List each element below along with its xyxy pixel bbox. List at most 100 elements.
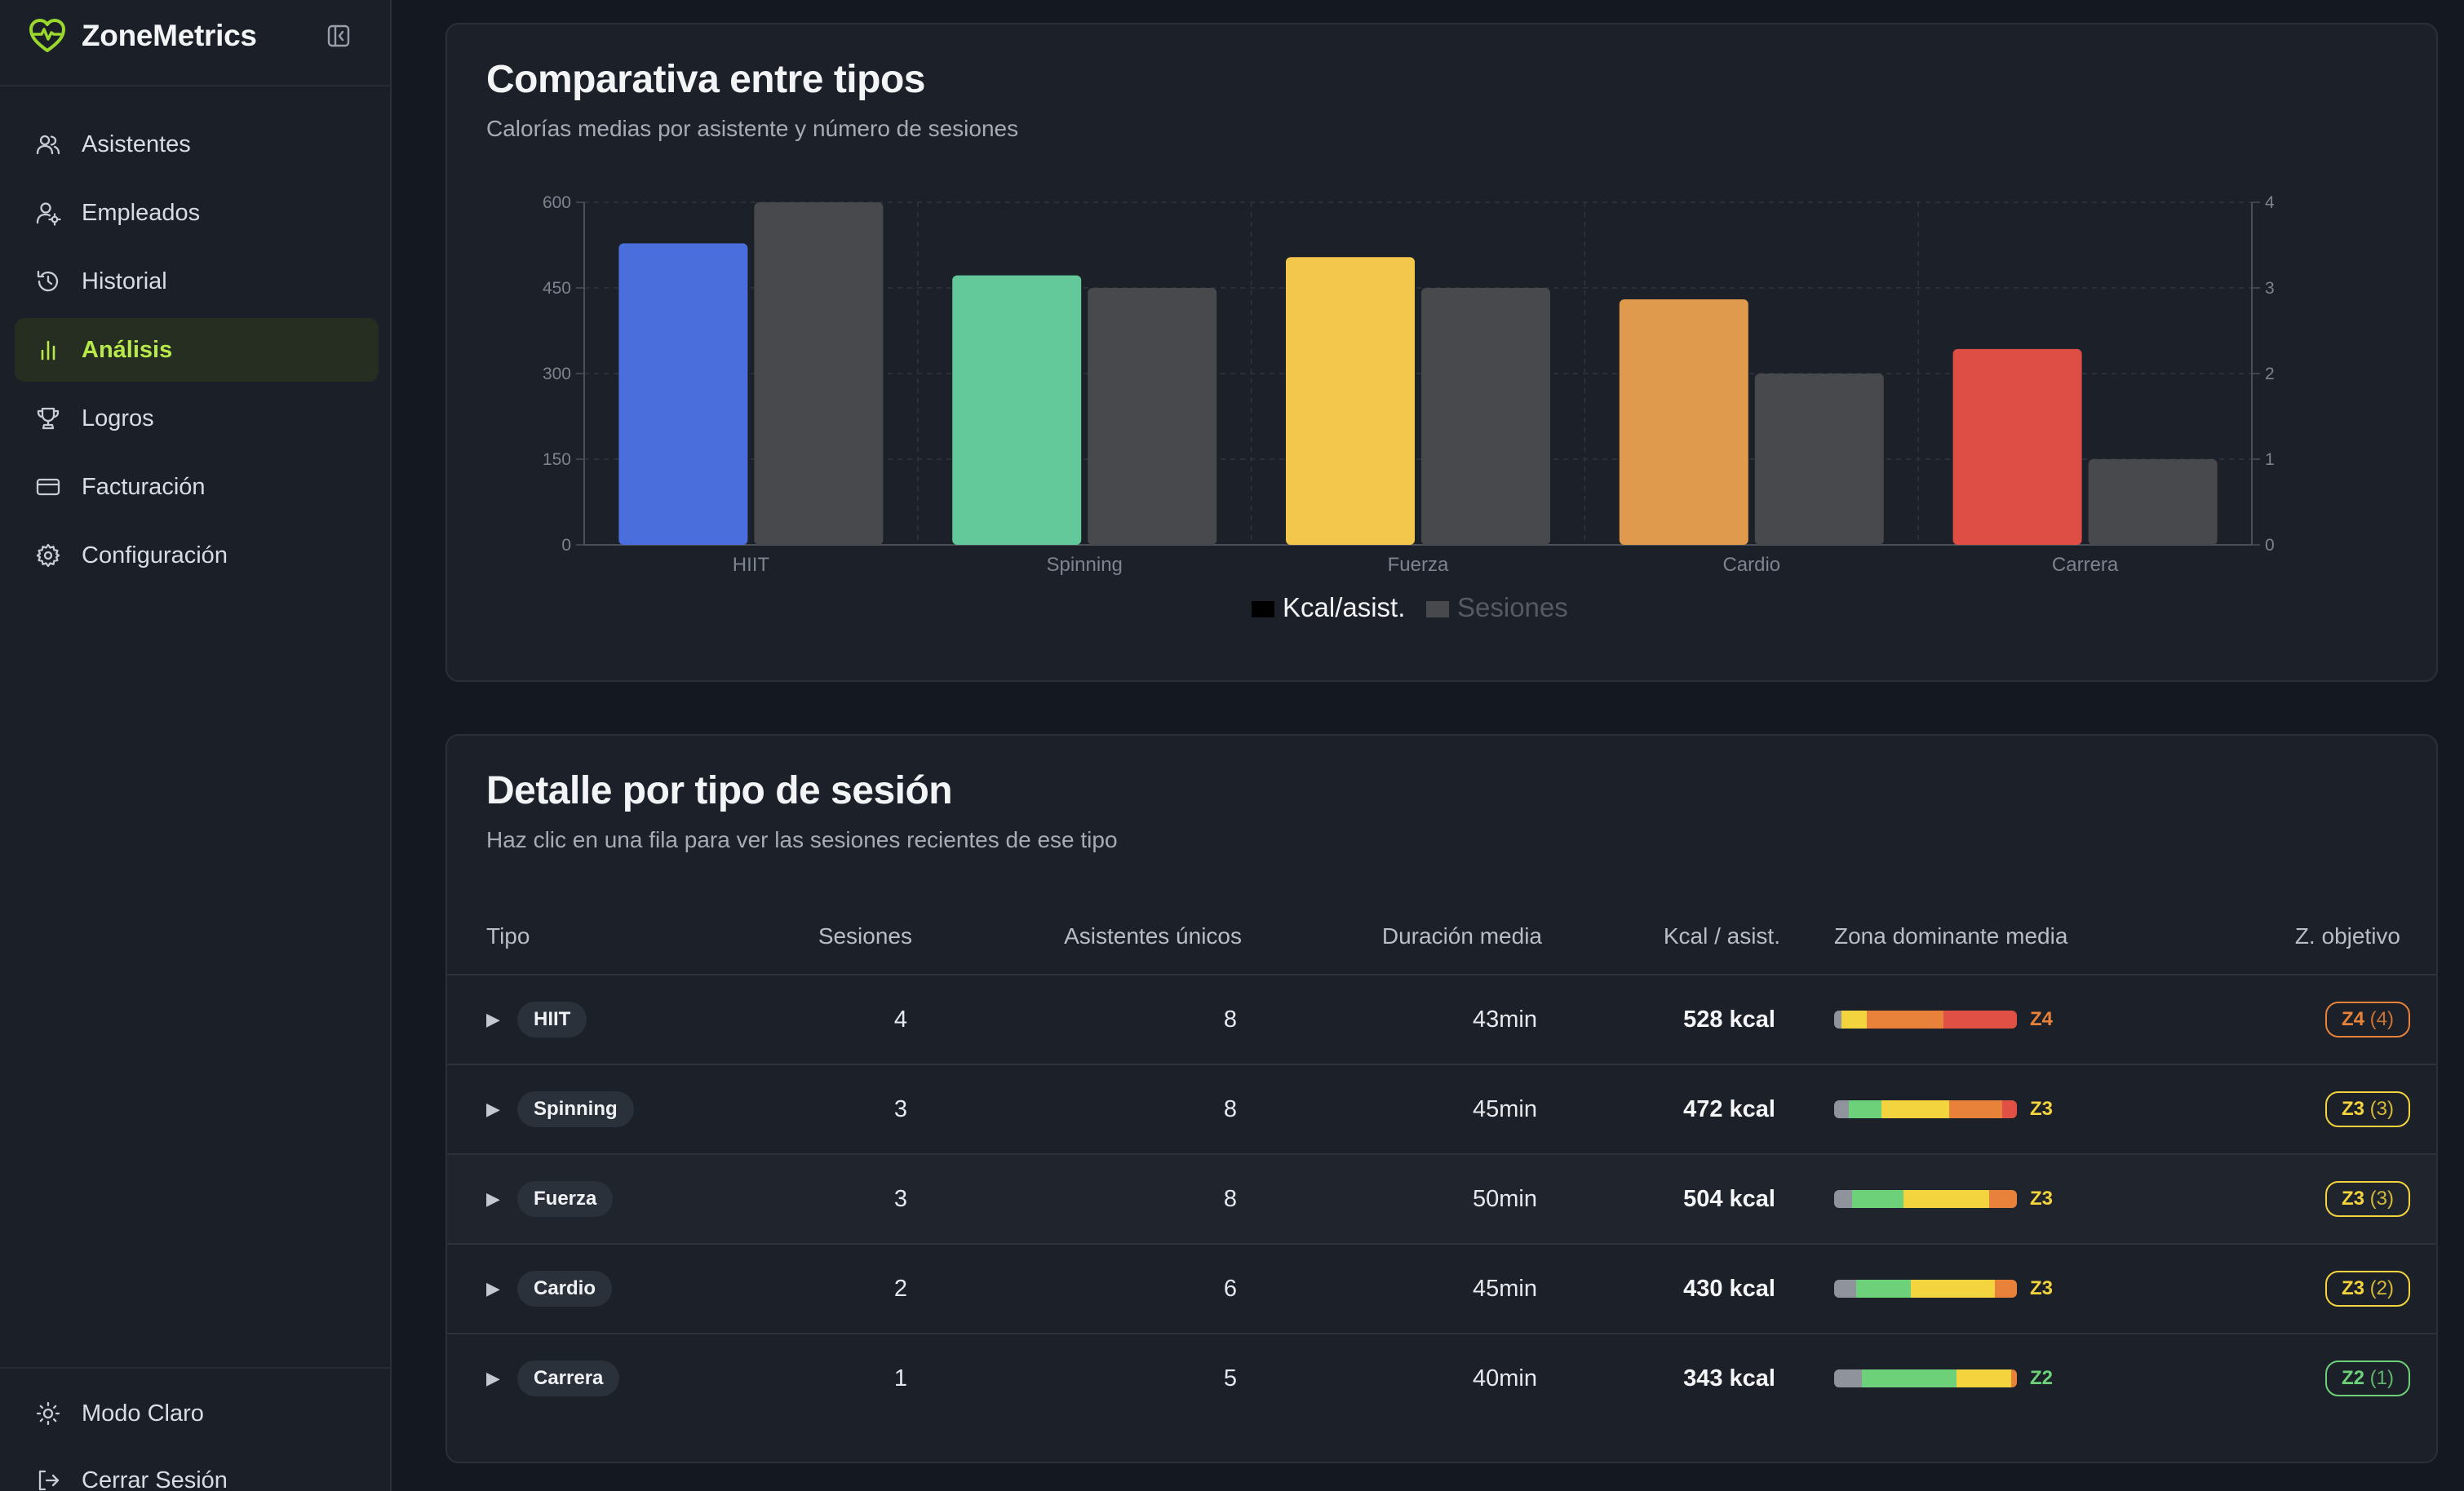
column-header-objetivo[interactable]: Z. objetivo <box>2294 923 2400 949</box>
table-row-hiit[interactable]: ▶ HIIT 4 8 43min 528 kcal Z4 Z4 (4) <box>447 976 2436 1065</box>
y-right-tick-label: 0 <box>2265 536 2275 555</box>
sidebar-bottom: Modo Claro Cerrar Sesión <box>15 1382 379 1491</box>
y-right-tick-label: 1 <box>2265 450 2275 469</box>
logout-label: Cerrar Sesión <box>82 1467 228 1491</box>
kcal-cell: 528 kcal <box>1683 1006 1775 1033</box>
sidebar-nav: Asistentes Empleados Historial Análisis … <box>15 113 379 592</box>
expand-caret-icon[interactable]: ▶ <box>486 1099 500 1119</box>
collapse-sidebar-button[interactable] <box>325 22 352 50</box>
sesiones-cell: 4 <box>893 1006 907 1033</box>
expand-caret-icon[interactable]: ▶ <box>486 1009 500 1029</box>
dominant-zone-label: Z4 <box>2030 1008 2054 1030</box>
target-zone-count: (3) <box>2369 1098 2394 1120</box>
dominant-zone-label: Z2 <box>2030 1367 2054 1389</box>
zone-distribution-bar <box>1834 1100 2017 1118</box>
bar-kcal-carrera <box>1952 348 2082 545</box>
duracion-cell: 43min <box>1473 1006 1537 1033</box>
asistentes-cell: 8 <box>1223 1006 1237 1033</box>
target-zone-count: (2) <box>2369 1277 2394 1299</box>
sidebar-item-configuracion[interactable]: Configuración <box>15 524 379 587</box>
target-zone-badge: Z3 (3) <box>2324 1065 2410 1153</box>
sidebar: ZoneMetrics Asistentes Empleados Histori… <box>0 0 392 1491</box>
x-tick-label: HIIT <box>733 554 770 576</box>
legend-label-kcal: Kcal/asist. <box>1283 592 1405 622</box>
target-zone-value: Z3 <box>2341 1188 2364 1210</box>
y-left-tick-label: 600 <box>543 193 571 212</box>
session-detail-card: Detalle por tipo de sesión Haz clic en u… <box>445 734 2438 1463</box>
type-pill: Carrera <box>517 1360 620 1396</box>
zone-distribution-bar <box>1834 1369 2017 1387</box>
sidebar-item-analisis[interactable]: Análisis <box>15 318 379 382</box>
table-header-divider <box>447 974 2436 976</box>
legend-swatch-kcal <box>1252 601 1274 617</box>
history-icon <box>34 268 62 295</box>
sidebar-item-empleados[interactable]: Empleados <box>15 181 379 245</box>
theme-toggle-button[interactable]: Modo Claro <box>15 1382 379 1445</box>
column-header-duracion[interactable]: Duración media <box>1381 923 1542 949</box>
duracion-cell: 45min <box>1473 1095 1537 1122</box>
table-row-cardio[interactable]: ▶ Cardio 2 6 45min 430 kcal Z3 Z3 (2) <box>447 1245 2436 1334</box>
type-pill: HIIT <box>517 1002 587 1038</box>
column-header-tipo[interactable]: Tipo <box>486 923 530 949</box>
table-row-spinning[interactable]: ▶ Spinning 3 8 45min 472 kcal Z3 Z3 (3) <box>447 1065 2436 1155</box>
y-left-tick-label: 450 <box>543 279 571 298</box>
target-zone-badge: Z3 (3) <box>2324 1155 2410 1243</box>
sidebar-item-label: Asistentes <box>82 131 191 157</box>
x-tick-label: Cardio <box>1722 554 1780 576</box>
table-header: Tipo Sesiones Asistentes únicos Duración… <box>486 920 2400 972</box>
sidebar-item-label: Empleados <box>82 199 201 226</box>
zone-segment <box>1949 1100 2003 1118</box>
zone-segment <box>1852 1190 1904 1208</box>
expand-caret-icon[interactable]: ▶ <box>486 1188 500 1209</box>
credit-card-icon <box>34 473 62 501</box>
legend-label-sesiones: Sesiones <box>1457 592 1568 622</box>
zone-segment <box>2011 1369 2017 1387</box>
sidebar-item-historial[interactable]: Historial <box>15 250 379 313</box>
expand-caret-icon[interactable]: ▶ <box>486 1368 500 1388</box>
x-tick-label: Carrera <box>2052 554 2119 576</box>
target-zone-count: (4) <box>2369 1008 2394 1030</box>
asistentes-cell: 8 <box>1223 1095 1237 1122</box>
kcal-cell: 430 kcal <box>1683 1275 1775 1302</box>
target-zone-count: (3) <box>2369 1188 2394 1210</box>
chart-card-title: Comparativa entre tipos <box>486 58 925 101</box>
column-header-zona[interactable]: Zona dominante media <box>1834 923 2068 949</box>
y-left-tick-label: 0 <box>561 536 571 555</box>
logout-button[interactable]: Cerrar Sesión <box>15 1449 379 1491</box>
sidebar-item-label: Configuración <box>82 542 228 569</box>
sesiones-cell: 1 <box>893 1365 907 1391</box>
brand[interactable]: ZoneMetrics <box>28 13 257 59</box>
zone-segment <box>1834 1190 1853 1208</box>
column-header-asistentes[interactable]: Asistentes únicos <box>1064 923 1242 949</box>
bar-kcal-fuerza <box>1286 257 1415 545</box>
zone-segment <box>1834 1280 1856 1298</box>
type-pill: Cardio <box>517 1271 613 1307</box>
zone-segment <box>1834 1100 1849 1118</box>
column-header-kcal[interactable]: Kcal / asist. <box>1663 923 1780 949</box>
zone-segment <box>1957 1369 2012 1387</box>
asistentes-cell: 6 <box>1223 1275 1237 1302</box>
theme-toggle-label: Modo Claro <box>82 1400 204 1427</box>
sesiones-cell: 3 <box>893 1095 907 1122</box>
target-zone-value: Z4 <box>2341 1008 2364 1030</box>
sidebar-item-asistentes[interactable]: Asistentes <box>15 113 379 176</box>
x-tick-label: Fuerza <box>1388 554 1449 576</box>
zone-distribution-bar <box>1834 1011 2017 1029</box>
sidebar-item-label: Logros <box>82 405 154 431</box>
y-right-tick-label: 3 <box>2265 279 2275 298</box>
table-row-fuerza[interactable]: ▶ Fuerza 3 8 50min 504 kcal Z3 Z3 (3) <box>447 1155 2436 1245</box>
target-zone-value: Z2 <box>2341 1367 2364 1389</box>
zone-segment <box>1881 1100 1950 1118</box>
zone-segment <box>1911 1280 1996 1298</box>
zone-segment <box>1834 1011 1841 1029</box>
sidebar-item-facturacion[interactable]: Facturación <box>15 455 379 519</box>
sidebar-collapse-icon <box>327 24 350 47</box>
column-header-sesiones[interactable]: Sesiones <box>818 923 912 949</box>
sidebar-item-logros[interactable]: Logros <box>15 387 379 450</box>
kcal-cell: 472 kcal <box>1683 1095 1775 1122</box>
target-zone-pill: Z4 (4) <box>2324 1002 2410 1038</box>
table-row-carrera[interactable]: ▶ Carrera 1 5 40min 343 kcal Z2 Z2 (1) <box>447 1334 2436 1424</box>
sidebar-item-label: Análisis <box>82 336 173 363</box>
expand-caret-icon[interactable]: ▶ <box>486 1278 500 1299</box>
table-card-title: Detalle por tipo de sesión <box>486 769 953 812</box>
